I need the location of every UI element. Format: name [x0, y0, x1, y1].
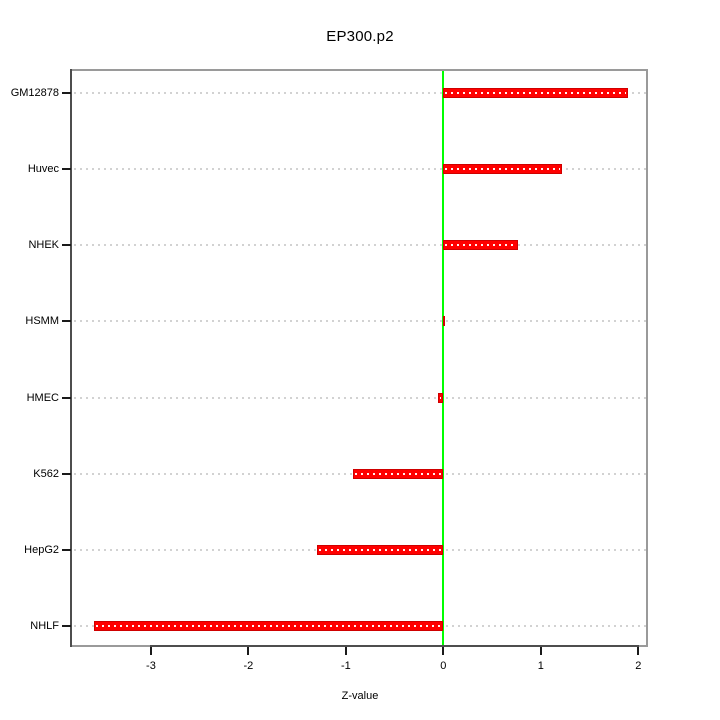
bar-gm12878	[443, 88, 628, 98]
y-tick-label: HepG2	[24, 543, 59, 556]
gridline	[74, 244, 646, 247]
gridline	[74, 320, 646, 323]
x-tick	[442, 647, 445, 655]
bar-k562	[352, 468, 444, 479]
x-tick-label: 1	[537, 660, 544, 672]
x-tick	[247, 647, 250, 655]
gridline	[74, 396, 646, 399]
bar-pattern	[440, 396, 442, 399]
y-tick-label: HMEC	[26, 391, 59, 404]
y-axis-line	[70, 69, 72, 647]
x-tick-label: 0	[440, 660, 447, 672]
bar-nhek	[443, 240, 519, 251]
y-tick-label: HSMM	[25, 315, 59, 328]
bar-pattern	[445, 92, 626, 94]
plot-area	[70, 69, 648, 647]
x-tick-label: -2	[243, 660, 254, 672]
bar-hmec	[438, 392, 444, 403]
x-tick	[149, 647, 152, 655]
x-tick	[637, 647, 640, 655]
y-tick	[62, 472, 71, 475]
bar-hepg2	[316, 544, 444, 555]
x-tick-label: -3	[146, 660, 156, 672]
bar-pattern	[96, 625, 442, 627]
x-tick-label: -1	[340, 660, 351, 672]
y-tick	[62, 625, 71, 627]
bar-pattern	[318, 548, 442, 551]
y-tick	[62, 92, 71, 94]
y-tick	[62, 168, 71, 171]
y-tick-label: NHLF	[30, 620, 59, 632]
x-axis-label: Z-value	[341, 690, 379, 702]
chart-title: EP300.p2	[326, 28, 394, 45]
bar-pattern	[354, 472, 442, 475]
y-tick	[62, 548, 71, 551]
y-tick-label: K562	[33, 467, 59, 480]
gridline	[74, 92, 646, 94]
x-tick-label: 2	[635, 660, 642, 672]
x-axis-line	[149, 645, 640, 647]
y-tick-label: Huvec	[27, 163, 59, 176]
y-tick	[62, 244, 71, 247]
y-tick-label: NHEK	[28, 239, 59, 252]
bar-nhlf	[94, 621, 444, 631]
y-tick	[62, 396, 71, 399]
bar-pattern	[445, 244, 517, 247]
x-tick	[539, 647, 542, 655]
gridline	[74, 168, 646, 171]
bar-pattern	[445, 168, 561, 171]
bar-huvec	[443, 164, 563, 175]
bar-hsmm	[443, 316, 446, 327]
x-tick	[344, 647, 347, 655]
y-tick	[62, 320, 71, 323]
y-tick-label: GM12878	[10, 87, 59, 99]
zero-line	[442, 71, 445, 645]
